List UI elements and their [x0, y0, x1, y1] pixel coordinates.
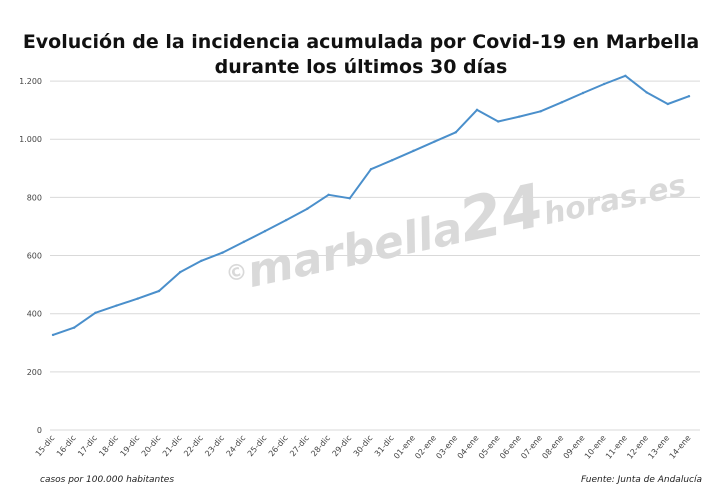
x-tick-label: 18-dic — [97, 434, 120, 459]
data-point — [497, 120, 500, 123]
grid-layer — [50, 80, 700, 431]
x-tick-label: 02-ene — [413, 433, 438, 460]
data-point — [285, 218, 288, 222]
x-tick-label: 19-dic — [119, 434, 142, 459]
y-tick-label: 200 — [27, 368, 42, 377]
x-tick-label: 29-dic — [331, 434, 354, 459]
data-point — [242, 240, 245, 244]
data-point — [179, 270, 182, 274]
x-tick-label: 07-ene — [519, 433, 544, 460]
data-point — [560, 101, 563, 104]
data-point — [94, 311, 97, 315]
x-tick-label: 06-ene — [498, 433, 523, 460]
x-tick-label: 28-dic — [309, 434, 332, 459]
data-point — [73, 326, 76, 329]
x-tick-label: 24-dic — [225, 434, 248, 459]
y-tick-labels: 0 200 400 600 800 1.000 1.200 — [19, 77, 42, 435]
x-tick-label: 01-ene — [392, 433, 417, 460]
data-point — [518, 115, 521, 118]
x-tick-label: 14-ene — [668, 433, 693, 460]
data-point — [306, 207, 309, 210]
data-point — [157, 289, 161, 293]
x-tick-label: 05-ene — [477, 433, 502, 460]
x-tick-label: 04-ene — [456, 433, 481, 460]
y-tick-label: 1.200 — [19, 77, 42, 86]
x-tick-label: 13-ene — [646, 433, 671, 460]
series-layer — [51, 74, 691, 337]
data-point — [687, 94, 691, 98]
x-tick-label: 03-ene — [434, 433, 459, 460]
data-point — [369, 167, 373, 171]
data-point — [666, 102, 669, 106]
x-tick-label: 11-ene — [604, 433, 629, 460]
x-tick-label: 09-ene — [562, 433, 587, 460]
data-point — [603, 82, 606, 86]
y-tick-label: 0 — [37, 426, 42, 435]
y-tick-label: 400 — [27, 310, 42, 319]
data-point — [433, 140, 436, 143]
x-tick-label: 17-dic — [76, 434, 99, 459]
x-tick-label: 20-dic — [140, 434, 163, 459]
data-point — [115, 304, 118, 307]
source-note: Fuente: Junta de Andalucía — [580, 475, 702, 485]
x-tick-label: 25-dic — [246, 434, 269, 459]
data-point — [136, 297, 139, 300]
x-tick-label: 26-dic — [267, 434, 290, 459]
x-tick-label: 22-dic — [182, 434, 205, 459]
chart-title-line-2: durante los últimos 30 días — [214, 56, 508, 78]
x-tick-label: 21-dic — [161, 434, 184, 459]
x-tick-label: 15-dic — [34, 434, 57, 459]
data-point — [645, 91, 648, 94]
data-point — [624, 74, 627, 78]
x-tick-label: 10-ene — [583, 433, 608, 460]
data-point — [539, 110, 542, 113]
data-point — [51, 333, 55, 337]
x-tick-label: 27-dic — [288, 434, 311, 459]
x-tick-label: 12-ene — [625, 433, 650, 460]
x-tick-label: 30-dic — [352, 434, 375, 459]
chart-title: Evolución de la incidencia acumulada por… — [0, 30, 722, 80]
y-tick-label: 1.000 — [19, 135, 42, 144]
y-unit-note: casos por 100.000 habitantes — [40, 475, 175, 485]
y-tick-label: 800 — [27, 193, 42, 202]
x-tick-labels: 15-dic16-dic17-dic18-dic19-dic20-dic21-d… — [34, 433, 693, 460]
data-point — [454, 131, 457, 134]
data-point — [221, 251, 224, 254]
data-point — [581, 91, 585, 95]
data-point — [391, 158, 394, 162]
x-tick-label: 16-dic — [55, 434, 78, 459]
y-tick-label: 600 — [27, 252, 42, 261]
data-point — [200, 259, 203, 262]
x-tick-label: 08-ene — [540, 433, 565, 460]
x-tick-label: 23-dic — [203, 434, 226, 459]
data-point — [327, 193, 330, 196]
data-point — [412, 149, 415, 153]
data-point — [348, 197, 351, 200]
data-point — [263, 229, 267, 233]
series-line-0 — [52, 74, 690, 336]
data-point — [475, 108, 479, 112]
chart-title-line-1: Evolución de la incidencia acumulada por… — [22, 31, 700, 53]
